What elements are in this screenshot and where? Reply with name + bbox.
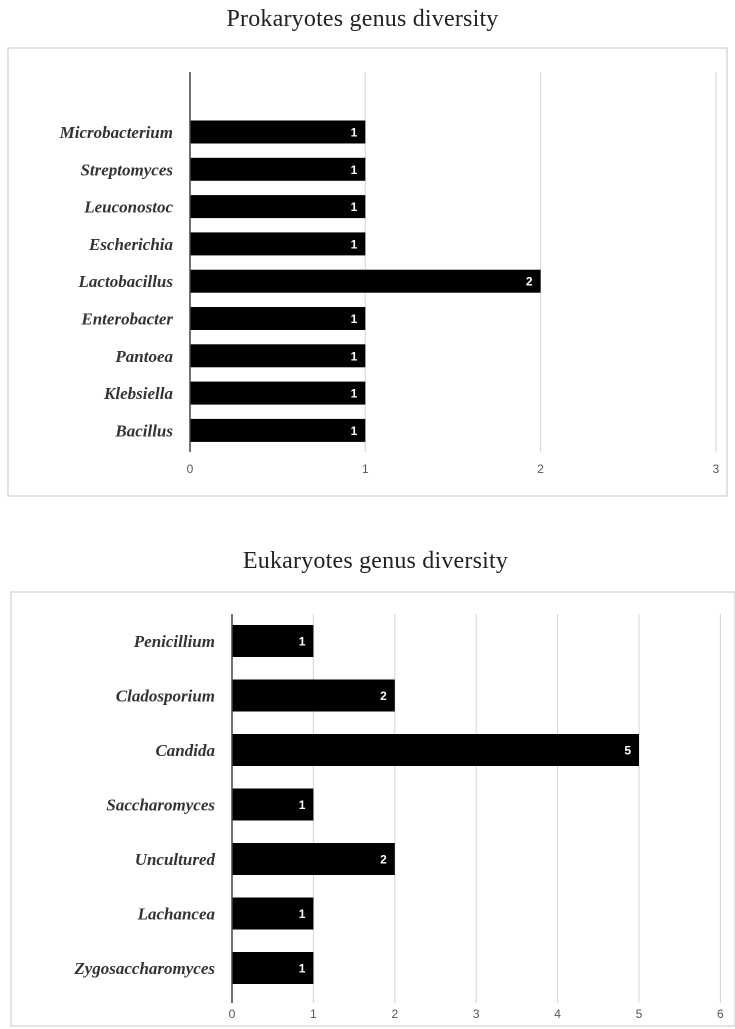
- eukaryotes-tick-label: 1: [310, 1007, 317, 1021]
- eukaryotes-bar: [232, 897, 314, 930]
- eukaryotes-chart-frame: [10, 591, 735, 1027]
- eukaryotes-category-label: Lachancea: [137, 905, 216, 924]
- prokaryotes-bar: [190, 195, 366, 219]
- eukaryotes-data-label: 1: [299, 798, 306, 812]
- prokaryotes-tick-label: 3: [713, 462, 720, 476]
- eukaryotes-bar: [232, 952, 314, 984]
- eukaryotes-category-label: Candida: [155, 741, 215, 760]
- eukaryotes-category-label: Zygosaccharomyces: [73, 959, 215, 978]
- eukaryotes-tick-label: 4: [554, 1007, 561, 1021]
- prokaryotes-data-label: 1: [351, 424, 358, 438]
- prokaryotes-chart-title: Prokaryotes genus diversity: [226, 6, 499, 32]
- eukaryotes-data-label: 2: [380, 853, 387, 867]
- eukaryotes-tick-label: 0: [229, 1007, 236, 1021]
- eukaryotes-category-label: Cladosporium: [116, 687, 215, 706]
- prokaryotes-category-label: Microbacterium: [59, 123, 173, 142]
- eukaryotes-bar: [232, 788, 314, 821]
- prokaryotes-category-label: Klebsiella: [103, 384, 173, 403]
- eukaryotes-data-label: 1: [299, 962, 306, 976]
- prokaryotes-data-label: 1: [351, 387, 358, 401]
- prokaryotes-category-label: Lactobacillus: [78, 272, 174, 291]
- prokaryotes-data-label: 1: [351, 349, 358, 363]
- prokaryotes-bar: [190, 120, 366, 144]
- eukaryotes-category-label: Saccharomyces: [106, 796, 215, 815]
- prokaryotes-bar: [190, 307, 366, 330]
- prokaryotes-category-label: Pantoea: [114, 347, 173, 366]
- eukaryotes-tick-label: 5: [636, 1007, 643, 1021]
- prokaryotes-tick-label: 2: [537, 462, 544, 476]
- prokaryotes-bar: [190, 157, 366, 181]
- prokaryotes-data-label: 1: [351, 312, 358, 326]
- eukaryotes-chart-title: Eukaryotes genus diversity: [242, 548, 509, 574]
- prokaryotes-category-label: Leuconostoc: [83, 198, 173, 217]
- eukaryotes-data-label: 2: [380, 689, 387, 703]
- eukaryotes-tick-label: 2: [391, 1007, 398, 1021]
- prokaryotes-data-label: 1: [351, 126, 358, 140]
- eukaryotes-tick-label: 3: [473, 1007, 480, 1021]
- eukaryotes-bar: [232, 679, 395, 712]
- prokaryotes-bar: [190, 381, 366, 405]
- prokaryotes-category-label: Enterobacter: [80, 310, 173, 329]
- prokaryotes-category-label: Escherichia: [88, 235, 174, 254]
- prokaryotes-bar: [190, 269, 541, 293]
- eukaryotes-data-label: 1: [299, 635, 306, 649]
- eukaryotes-bar: [232, 843, 395, 875]
- eukaryotes-data-label: 1: [299, 907, 306, 921]
- prokaryotes-bar: [190, 232, 366, 256]
- prokaryotes-data-label: 2: [526, 275, 533, 289]
- prokaryotes-chart-frame: [7, 47, 728, 497]
- eukaryotes-tick-label: 6: [717, 1007, 724, 1021]
- eukaryotes-bar: [232, 734, 639, 766]
- prokaryotes-category-label: Bacillus: [114, 421, 173, 440]
- prokaryotes-bar: [190, 418, 366, 442]
- eukaryotes-category-label: Uncultured: [135, 850, 216, 869]
- prokaryotes-tick-label: 0: [187, 462, 194, 476]
- prokaryotes-category-label: Streptomyces: [80, 160, 173, 179]
- eukaryotes-bar: [232, 625, 314, 657]
- prokaryotes-data-label: 1: [351, 237, 358, 251]
- prokaryotes-tick-label: 1: [362, 462, 369, 476]
- eukaryotes-data-label: 5: [624, 744, 631, 758]
- prokaryotes-data-label: 1: [351, 200, 358, 214]
- eukaryotes-plot: 1 Penicillium 2 Cladosporium 5 Candida 1 Saccha…: [10, 591, 735, 1027]
- prokaryotes-bar: [190, 344, 366, 368]
- prokaryotes-data-label: 1: [351, 163, 358, 177]
- prokaryotes-plot: 1 Microbacterium 1 Streptomyces 1 Leuconostoc…: [7, 47, 728, 497]
- eukaryotes-category-label: Penicillium: [133, 632, 215, 651]
